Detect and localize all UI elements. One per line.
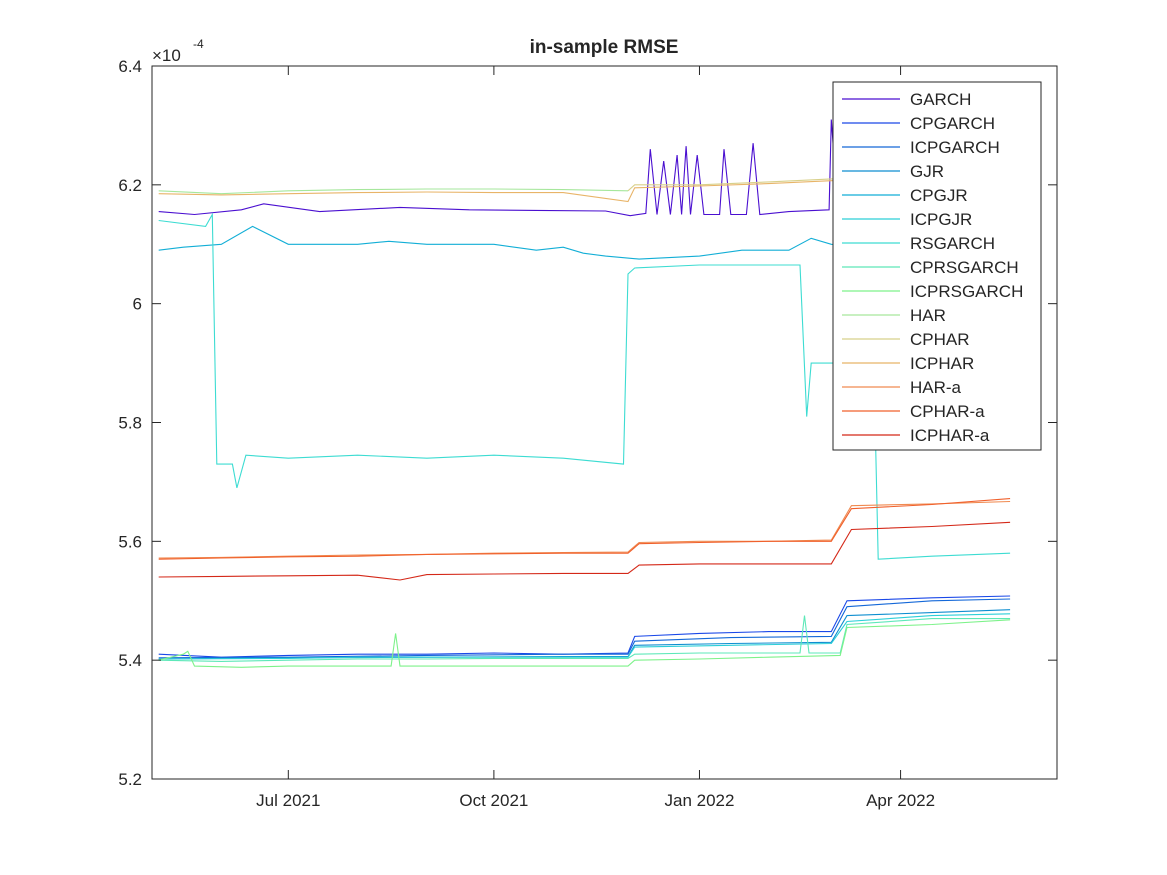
- chart-title: in-sample RMSE: [530, 37, 679, 58]
- x-tick-label: Jul 2021: [256, 791, 320, 810]
- y-tick-label: 6: [133, 295, 142, 314]
- legend-label: CPHAR: [910, 330, 970, 349]
- legend-label: GJR: [910, 162, 944, 181]
- series-line-icphar: [158, 180, 874, 203]
- legend-label: RSGARCH: [910, 234, 995, 253]
- y-tick-label: 5.2: [118, 770, 142, 789]
- y-exponent-power: -4: [193, 37, 204, 51]
- x-tick-label: Oct 2021: [459, 791, 528, 810]
- y-tick-label: 5.4: [118, 651, 142, 670]
- legend-label: ICPRSGARCH: [910, 282, 1023, 301]
- legend-label: HAR: [910, 306, 946, 325]
- legend-label: CPHAR-a: [910, 402, 985, 421]
- y-exponent-base: ×10: [152, 46, 181, 65]
- legend-label: CPRSGARCH: [910, 258, 1019, 277]
- axes-layer: 5.2 5.4 5.6 5.8 6 6.2 6.4 Jul 2021 Oct 2021 Jan 2…: [118, 57, 1058, 810]
- series-line-garch: [158, 119, 885, 217]
- series-line-icprsgarch: [158, 619, 1011, 668]
- legend-label: ICPHAR-a: [910, 426, 990, 445]
- series-line-har-a: [158, 500, 1011, 559]
- legend-label: CPGARCH: [910, 114, 995, 133]
- legend-label: HAR-a: [910, 378, 962, 397]
- series-line-cpgjr: [158, 225, 874, 260]
- legend: GARCH CPGARCH ICPGARCH GJR CPGJR ICPGJR RSGARC…: [832, 81, 1042, 451]
- x-tick-label: Apr 2022: [866, 791, 935, 810]
- legend-label: ICPGJR: [910, 210, 972, 229]
- series-line-cphar-a: [158, 498, 1011, 560]
- series-line-icphar-a: [158, 521, 1011, 581]
- y-tick-label: 5.8: [118, 414, 142, 433]
- legend-label: ICPGARCH: [910, 138, 1000, 157]
- y-tick-label: 6.2: [118, 176, 142, 195]
- legend-label: ICPHAR: [910, 354, 974, 373]
- y-tick-label: 5.6: [118, 532, 142, 551]
- series-line-icpgarch: [158, 598, 1011, 659]
- legend-label: CPGJR: [910, 186, 968, 205]
- series-line-har: [158, 188, 629, 195]
- y-tick-label: 6.4: [118, 57, 142, 76]
- legend-box: [832, 81, 1042, 451]
- series-line-icpgjr: [158, 613, 1011, 660]
- x-tick-label: Jan 2022: [664, 791, 734, 810]
- legend-label: GARCH: [910, 90, 971, 109]
- series-line-cprsgarch: [158, 615, 1011, 662]
